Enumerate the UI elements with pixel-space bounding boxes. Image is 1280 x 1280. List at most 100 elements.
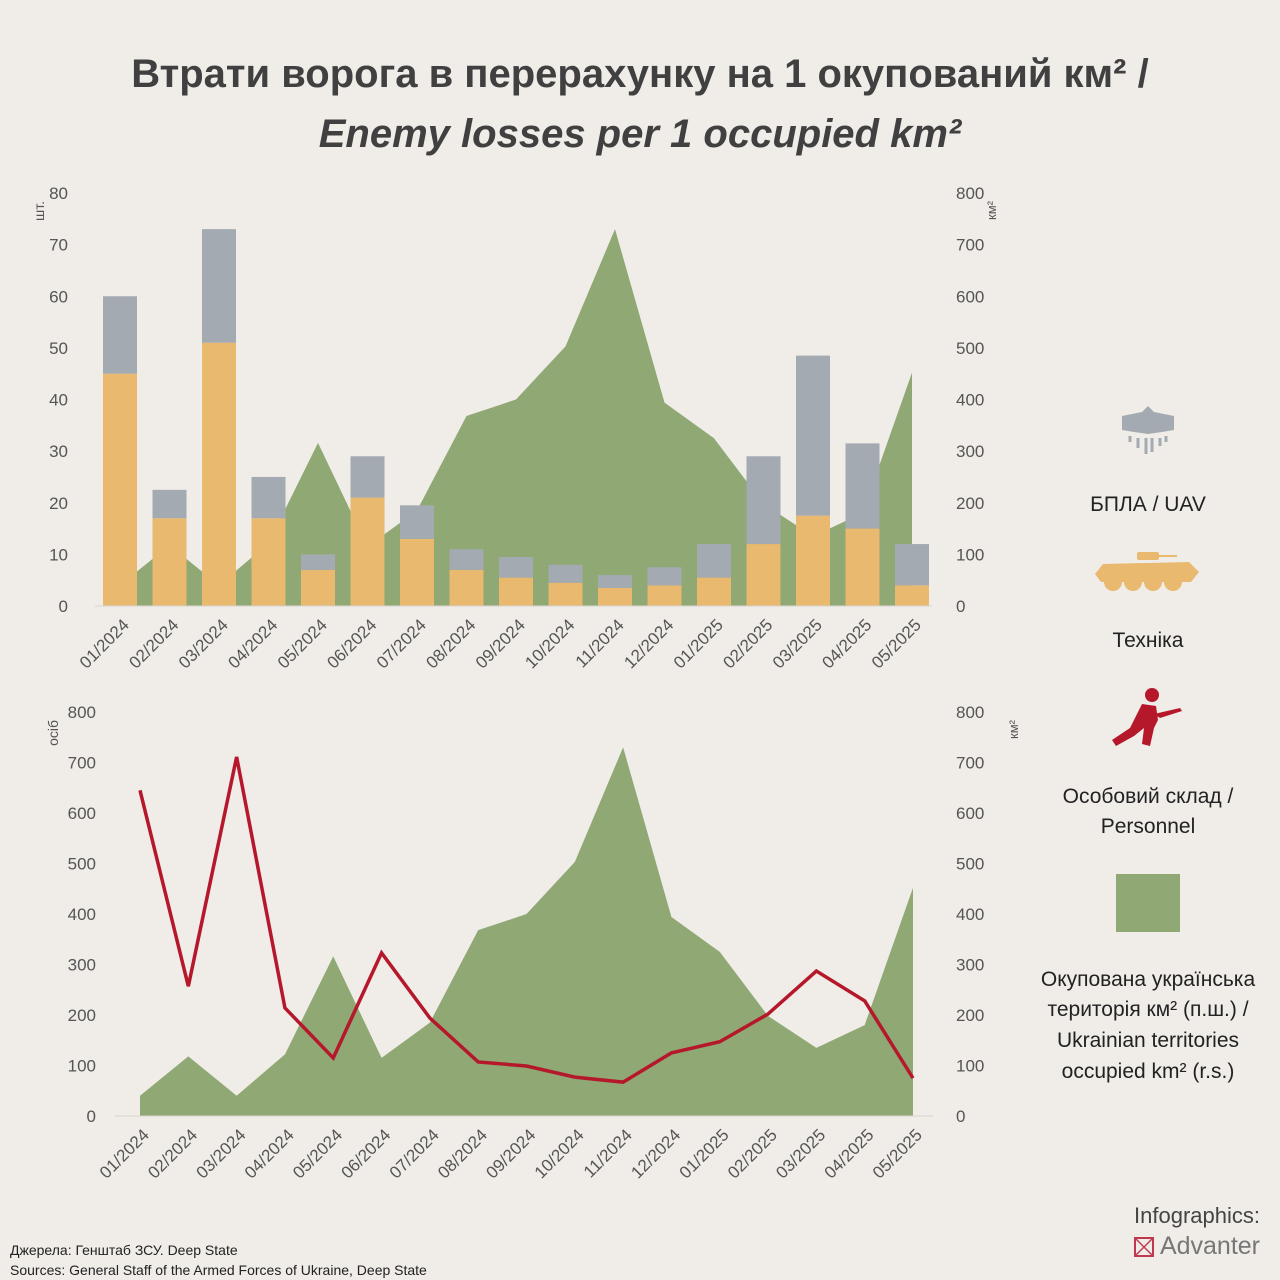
x-tick-label: 04/2025 bbox=[818, 615, 875, 672]
y2-tick-label: 200 bbox=[956, 1006, 984, 1025]
x-tick-label: 11/2024 bbox=[572, 615, 628, 671]
x-tick-label: 03/2024 bbox=[193, 1125, 250, 1182]
bar-uav bbox=[499, 556, 533, 578]
y2-tick-label: 400 bbox=[956, 905, 984, 924]
y-tick-label: 20 bbox=[49, 494, 68, 513]
territory-area bbox=[120, 229, 912, 606]
x-tick-label: 12/2024 bbox=[627, 1125, 684, 1182]
x-tick-label: 12/2024 bbox=[620, 615, 677, 672]
bar-uav bbox=[746, 456, 781, 545]
y2-tick-label: 400 bbox=[956, 391, 984, 410]
advanter-logo-icon bbox=[1133, 1236, 1154, 1257]
x-tick-label: 06/2024 bbox=[323, 615, 380, 672]
x-tick-label: 01/2024 bbox=[96, 1125, 153, 1182]
y-axis-label: шт. bbox=[31, 201, 47, 221]
x-tick-label: 05/2024 bbox=[289, 1125, 346, 1182]
credit-label: Infographics: bbox=[1134, 1203, 1260, 1228]
bar-uav bbox=[400, 505, 434, 539]
y2-tick-label: 500 bbox=[956, 339, 984, 358]
x-tick-label: 05/2025 bbox=[869, 1125, 926, 1182]
bar-vehicles bbox=[103, 373, 137, 606]
y2-tick-label: 100 bbox=[956, 1057, 984, 1076]
y2-tick-label: 0 bbox=[956, 597, 965, 616]
x-tick-label: 10/2024 bbox=[531, 1125, 588, 1182]
x-tick-label: 04/2025 bbox=[821, 1125, 878, 1182]
advanter-logo: Advanter bbox=[1133, 1232, 1260, 1261]
x-tick-label: 09/2024 bbox=[472, 615, 529, 672]
x-tick-label: 02/2024 bbox=[125, 615, 182, 672]
x-tick-label: 03/2025 bbox=[772, 1125, 829, 1182]
y2-tick-label: 800 bbox=[956, 184, 984, 203]
bar-uav bbox=[697, 544, 731, 578]
bar-uav bbox=[251, 476, 286, 519]
y2-tick-label: 200 bbox=[956, 494, 984, 513]
x-tick-label: 01/2025 bbox=[670, 615, 727, 672]
x-tick-label: 08/2024 bbox=[422, 615, 479, 672]
y2-tick-label: 100 bbox=[956, 545, 984, 564]
drone-icon bbox=[1122, 406, 1174, 454]
y-tick-label: 70 bbox=[49, 236, 68, 255]
y2-tick-label: 500 bbox=[956, 855, 984, 874]
bar-vehicles bbox=[400, 538, 434, 606]
y2-tick-label: 600 bbox=[956, 287, 984, 306]
y-tick-label: 0 bbox=[59, 597, 68, 616]
bar-vehicles bbox=[251, 518, 286, 606]
x-tick-label: 06/2024 bbox=[338, 1125, 395, 1182]
legend-personnel-line2: Personnel bbox=[1100, 815, 1196, 838]
legend-territory-line4: occupied km² (r.s.) bbox=[1061, 1060, 1235, 1083]
y-tick-label: 800 bbox=[68, 703, 96, 722]
bar-vehicles bbox=[647, 585, 682, 606]
y-tick-label: 700 bbox=[68, 754, 96, 773]
chart-title-ua: Втрати ворога в перерахунку на 1 окупова… bbox=[131, 52, 1149, 96]
sources-ua: Джерела: Генштаб ЗСУ. Deep State bbox=[10, 1242, 238, 1258]
bar-uav bbox=[449, 549, 484, 570]
bar-vehicles bbox=[895, 585, 929, 606]
legend-personnel-line1: Особовий склад / bbox=[1062, 785, 1234, 808]
y2-tick-label: 0 bbox=[956, 1107, 965, 1126]
x-tick-label: 04/2024 bbox=[224, 615, 281, 672]
bar-uav bbox=[548, 564, 583, 583]
y-tick-label: 40 bbox=[49, 391, 68, 410]
bar-uav bbox=[895, 544, 929, 586]
x-tick-label: 05/2024 bbox=[274, 615, 331, 672]
y-tick-label: 400 bbox=[68, 905, 96, 924]
y2-tick-label: 300 bbox=[956, 956, 984, 975]
y2-tick-label: 300 bbox=[956, 442, 984, 461]
bar-uav bbox=[845, 443, 880, 529]
bar-vehicles bbox=[301, 569, 335, 606]
bar-vehicles bbox=[202, 342, 236, 606]
y2-axis-label: км² bbox=[1006, 719, 1021, 739]
legend-territory-line3: Ukrainian territories bbox=[1056, 1029, 1240, 1052]
y2-tick-label: 700 bbox=[956, 236, 984, 255]
bar-vehicles bbox=[796, 515, 830, 606]
y2-tick-label: 600 bbox=[956, 804, 984, 823]
apc-icon bbox=[1095, 552, 1199, 591]
territory-area bbox=[140, 747, 913, 1116]
x-tick-label: 11/2024 bbox=[580, 1125, 636, 1181]
x-tick-label: 10/2024 bbox=[521, 615, 578, 672]
y-tick-label: 100 bbox=[68, 1057, 96, 1076]
legend-territory-line1: Окупована українська bbox=[1040, 968, 1256, 991]
bar-uav bbox=[301, 554, 335, 570]
legend-territory-line2: територія км² (п.ш.) / bbox=[1047, 998, 1249, 1021]
soldier-icon bbox=[1112, 688, 1182, 746]
y-tick-label: 200 bbox=[68, 1006, 96, 1025]
y-tick-label: 500 bbox=[68, 855, 96, 874]
bar-uav bbox=[598, 575, 632, 588]
x-tick-label: 01/2024 bbox=[76, 615, 133, 672]
bar-vehicles bbox=[449, 569, 484, 606]
bar-uav bbox=[350, 456, 385, 498]
bar-uav bbox=[796, 355, 830, 516]
x-tick-label: 07/2024 bbox=[386, 1125, 443, 1182]
bar-vehicles bbox=[697, 577, 731, 606]
territory-swatch bbox=[1116, 874, 1180, 932]
bar-vehicles bbox=[499, 577, 533, 606]
bar-uav bbox=[103, 296, 137, 374]
bar-vehicles bbox=[746, 544, 781, 606]
y2-tick-label: 800 bbox=[956, 703, 984, 722]
x-tick-label: 09/2024 bbox=[482, 1125, 539, 1182]
y-axis-label: осіб bbox=[45, 720, 61, 746]
x-tick-label: 02/2025 bbox=[719, 615, 776, 672]
y2-tick-label: 700 bbox=[956, 754, 984, 773]
x-tick-label: 04/2024 bbox=[241, 1125, 298, 1182]
